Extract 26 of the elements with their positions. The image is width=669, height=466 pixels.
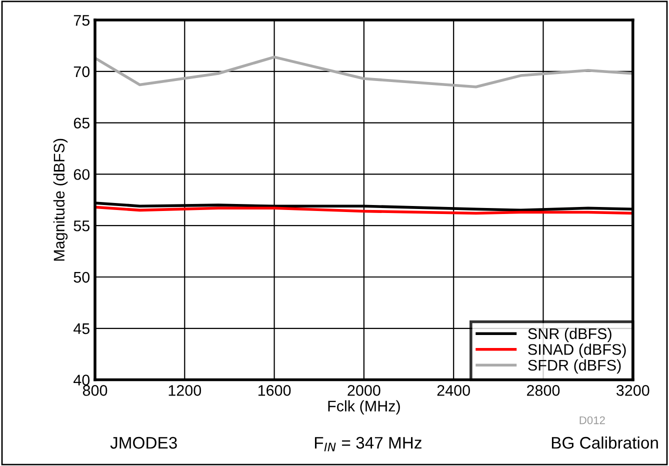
text: F$_{IN}$ = 347 MHz [314,436,422,452]
y-tick-label: 55 [74,220,90,232]
x-tick-label: 2000 [348,385,380,396]
x-tick-label: 2400 [437,385,470,396]
text: BG Calibration [552,436,658,449]
x-tick-label: 1600 [258,385,291,396]
line-series [95,56,633,88]
line-series [95,206,633,215]
legend-label: SFDR (dBFS) [528,359,621,374]
x-axis-title: Fclk (MHz) [328,400,400,415]
y-axis-title: Magnitude (dBFS) [53,138,68,261]
y-tick-label: 65 [74,118,90,129]
y-tick-label: 50 [74,272,90,283]
y-tick-label: 75 [74,15,90,26]
x-tick-label: 2800 [527,385,560,396]
y-tick-label: 45 [73,323,90,334]
y-tick-label: 70 [74,66,90,78]
x-tick-label: 1200 [168,385,202,396]
x-tick-label: 800 [82,385,108,396]
legend-label: SINAD (dBFS) [528,344,626,358]
text: D012 [580,416,605,424]
y-tick-label: 60 [74,169,90,180]
x-tick-label: 3200 [616,385,650,396]
text: JMODE3 [110,436,177,449]
y-tick-label: 40 [73,374,90,386]
legend-label: SNR (dBFS) [528,328,612,342]
